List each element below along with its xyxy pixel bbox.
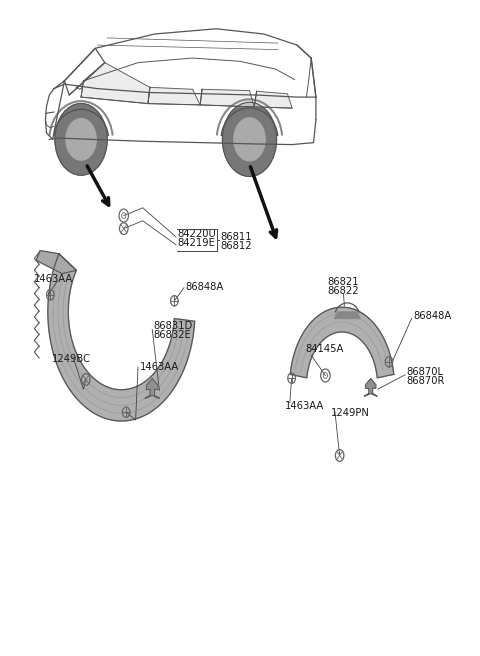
Circle shape — [55, 104, 107, 175]
Text: 84219E: 84219E — [178, 238, 215, 249]
Text: 84220U: 84220U — [178, 229, 216, 239]
Text: 1249BC: 1249BC — [52, 354, 91, 363]
Circle shape — [222, 102, 276, 176]
Text: 86870R: 86870R — [407, 377, 445, 386]
Text: 86811: 86811 — [220, 232, 252, 242]
Polygon shape — [36, 251, 76, 274]
Text: 86848A: 86848A — [185, 282, 224, 292]
Polygon shape — [364, 379, 377, 396]
Text: 1249PN: 1249PN — [331, 407, 370, 418]
Text: 86822: 86822 — [328, 286, 359, 296]
Text: 86848A: 86848A — [413, 312, 451, 321]
Polygon shape — [290, 307, 394, 378]
Text: 86821: 86821 — [328, 277, 359, 287]
Polygon shape — [148, 87, 200, 105]
Polygon shape — [145, 379, 159, 398]
Text: 86812: 86812 — [220, 241, 252, 251]
Circle shape — [234, 118, 265, 161]
Text: 86870L: 86870L — [407, 367, 444, 377]
Text: 86831D: 86831D — [154, 321, 193, 331]
Polygon shape — [48, 254, 195, 421]
Circle shape — [66, 119, 96, 160]
Polygon shape — [335, 312, 360, 319]
Text: 86832E: 86832E — [154, 329, 192, 340]
Text: 84145A: 84145A — [305, 344, 343, 354]
Polygon shape — [200, 89, 254, 107]
Polygon shape — [81, 62, 150, 104]
Text: 1463AA: 1463AA — [34, 274, 73, 283]
Text: 1463AA: 1463AA — [139, 362, 179, 372]
Polygon shape — [254, 91, 292, 108]
Text: 1463AA: 1463AA — [285, 401, 324, 411]
